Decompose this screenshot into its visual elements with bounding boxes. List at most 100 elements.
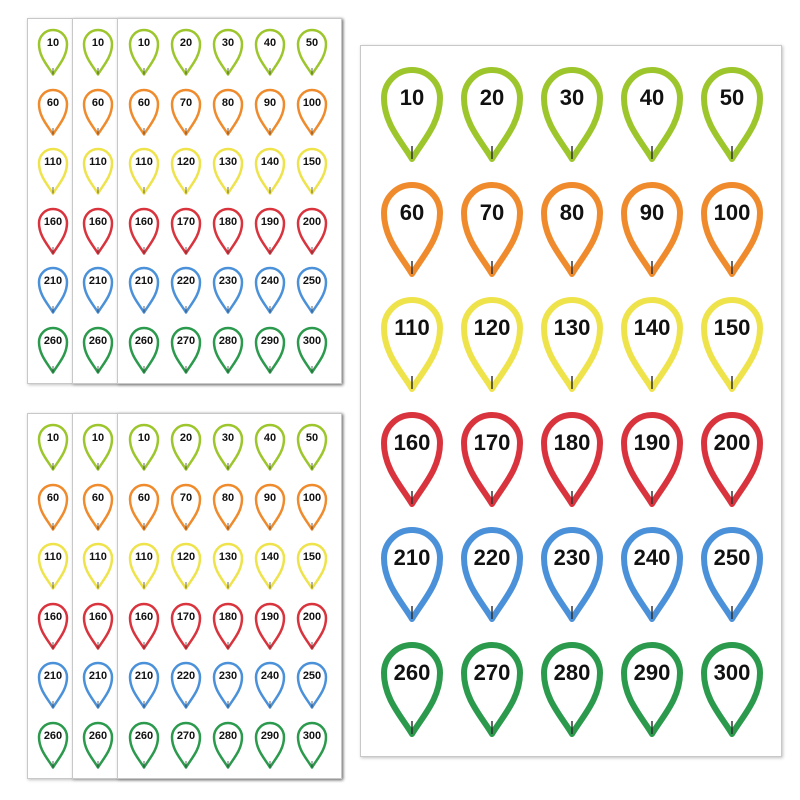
sticker: 210 [128, 264, 160, 314]
teardrop-sticker-icon [82, 147, 114, 195]
sticker: 180 [540, 407, 604, 507]
sticker: 250 [296, 659, 328, 709]
sticker-outline [170, 423, 202, 471]
sticker-outline [461, 642, 523, 737]
sticker-outline [621, 182, 683, 277]
sticker-outline [541, 67, 603, 162]
sticker: 300 [296, 324, 328, 374]
sticker: 50 [296, 421, 328, 471]
sticker: 290 [254, 324, 286, 374]
sticker-label: 100 [302, 491, 322, 504]
teardrop-sticker-icon [381, 527, 443, 622]
sticker-outline [37, 483, 69, 531]
sticker-label: 50 [305, 37, 319, 50]
sticker-outline [128, 326, 160, 374]
sticker-outline [170, 721, 202, 769]
teardrop-sticker-icon [82, 483, 114, 531]
sticker-outline [381, 297, 443, 392]
sticker-outline [296, 207, 328, 255]
teardrop-sticker-icon [296, 602, 328, 650]
sticker: 120 [170, 540, 202, 590]
teardrop-sticker-icon [621, 642, 683, 737]
sticker-outline [82, 326, 114, 374]
teardrop-sticker-icon [82, 423, 114, 471]
sticker-outline [82, 542, 114, 590]
sticker-label: 10 [137, 37, 151, 50]
teardrop-sticker-icon [170, 326, 202, 374]
sticker: 120 [460, 292, 524, 392]
sticker-outline [296, 266, 328, 314]
sticker: 60 [380, 177, 444, 277]
sticker-outline [541, 527, 603, 622]
teardrop-sticker-icon [170, 28, 202, 76]
teardrop-sticker-icon [37, 602, 69, 650]
sticker: 60 [128, 481, 160, 531]
sticker-label: 110 [135, 156, 153, 169]
teardrop-sticker-icon [254, 542, 286, 590]
sticker-label: 60 [137, 96, 151, 109]
sticker: 110 [82, 540, 114, 590]
sticker: 80 [212, 86, 244, 136]
sticker-label: 210 [43, 670, 63, 683]
teardrop-sticker-icon [541, 642, 603, 737]
teardrop-sticker-icon [254, 326, 286, 374]
sticker: 130 [212, 145, 244, 195]
sticker: 90 [254, 86, 286, 136]
teardrop-sticker-icon [170, 423, 202, 471]
sticker: 60 [128, 86, 160, 136]
sticker-outline [37, 423, 69, 471]
sticker-outline [170, 661, 202, 709]
sticker-label: 30 [221, 432, 235, 445]
sticker-outline [212, 602, 244, 650]
teardrop-sticker-icon [128, 28, 160, 76]
sticker-label: 260 [43, 729, 63, 742]
teardrop-sticker-icon [82, 207, 114, 255]
sticker: 140 [620, 292, 684, 392]
sticker: 100 [296, 86, 328, 136]
teardrop-sticker-icon [170, 602, 202, 650]
sticker-outline [170, 207, 202, 255]
sticker: 110 [82, 145, 114, 195]
sticker: 290 [254, 719, 286, 769]
sticker-label: 30 [559, 84, 585, 110]
sticker: 130 [540, 292, 604, 392]
sticker-outline [254, 28, 286, 76]
sticker-label: 80 [221, 96, 235, 109]
sticker: 30 [212, 26, 244, 76]
sticker: 240 [254, 264, 286, 314]
sticker: 10 [380, 62, 444, 162]
sticker: 290 [620, 637, 684, 737]
sticker-outline [381, 642, 443, 737]
teardrop-sticker-icon [621, 297, 683, 392]
sticker: 150 [296, 145, 328, 195]
sticker: 170 [170, 205, 202, 255]
sticker: 260 [37, 719, 69, 769]
teardrop-sticker-icon [254, 28, 286, 76]
sticker: 230 [212, 659, 244, 709]
sticker-outline [212, 326, 244, 374]
sticker-label: 230 [218, 670, 238, 683]
sticker-label: 240 [633, 544, 671, 570]
teardrop-sticker-icon [37, 423, 69, 471]
sticker-label: 200 [302, 610, 322, 623]
teardrop-sticker-icon [170, 661, 202, 709]
teardrop-sticker-icon [212, 28, 244, 76]
teardrop-sticker-icon [254, 483, 286, 531]
teardrop-sticker-icon [82, 326, 114, 374]
sticker: 110 [128, 540, 160, 590]
sticker-label: 50 [719, 84, 745, 110]
sticker: 160 [37, 600, 69, 650]
sticker-outline [254, 88, 286, 136]
sticker-outline [541, 182, 603, 277]
sticker-label: 70 [179, 491, 193, 504]
sticker-outline [82, 266, 114, 314]
sticker: 60 [82, 481, 114, 531]
teardrop-sticker-icon [170, 266, 202, 314]
sticker-label: 60 [91, 96, 105, 109]
sticker: 210 [37, 659, 69, 709]
sticker-label: 300 [713, 659, 751, 685]
sticker-label: 280 [218, 729, 238, 742]
teardrop-sticker-icon [37, 88, 69, 136]
teardrop-sticker-icon [128, 661, 160, 709]
sticker: 60 [82, 86, 114, 136]
